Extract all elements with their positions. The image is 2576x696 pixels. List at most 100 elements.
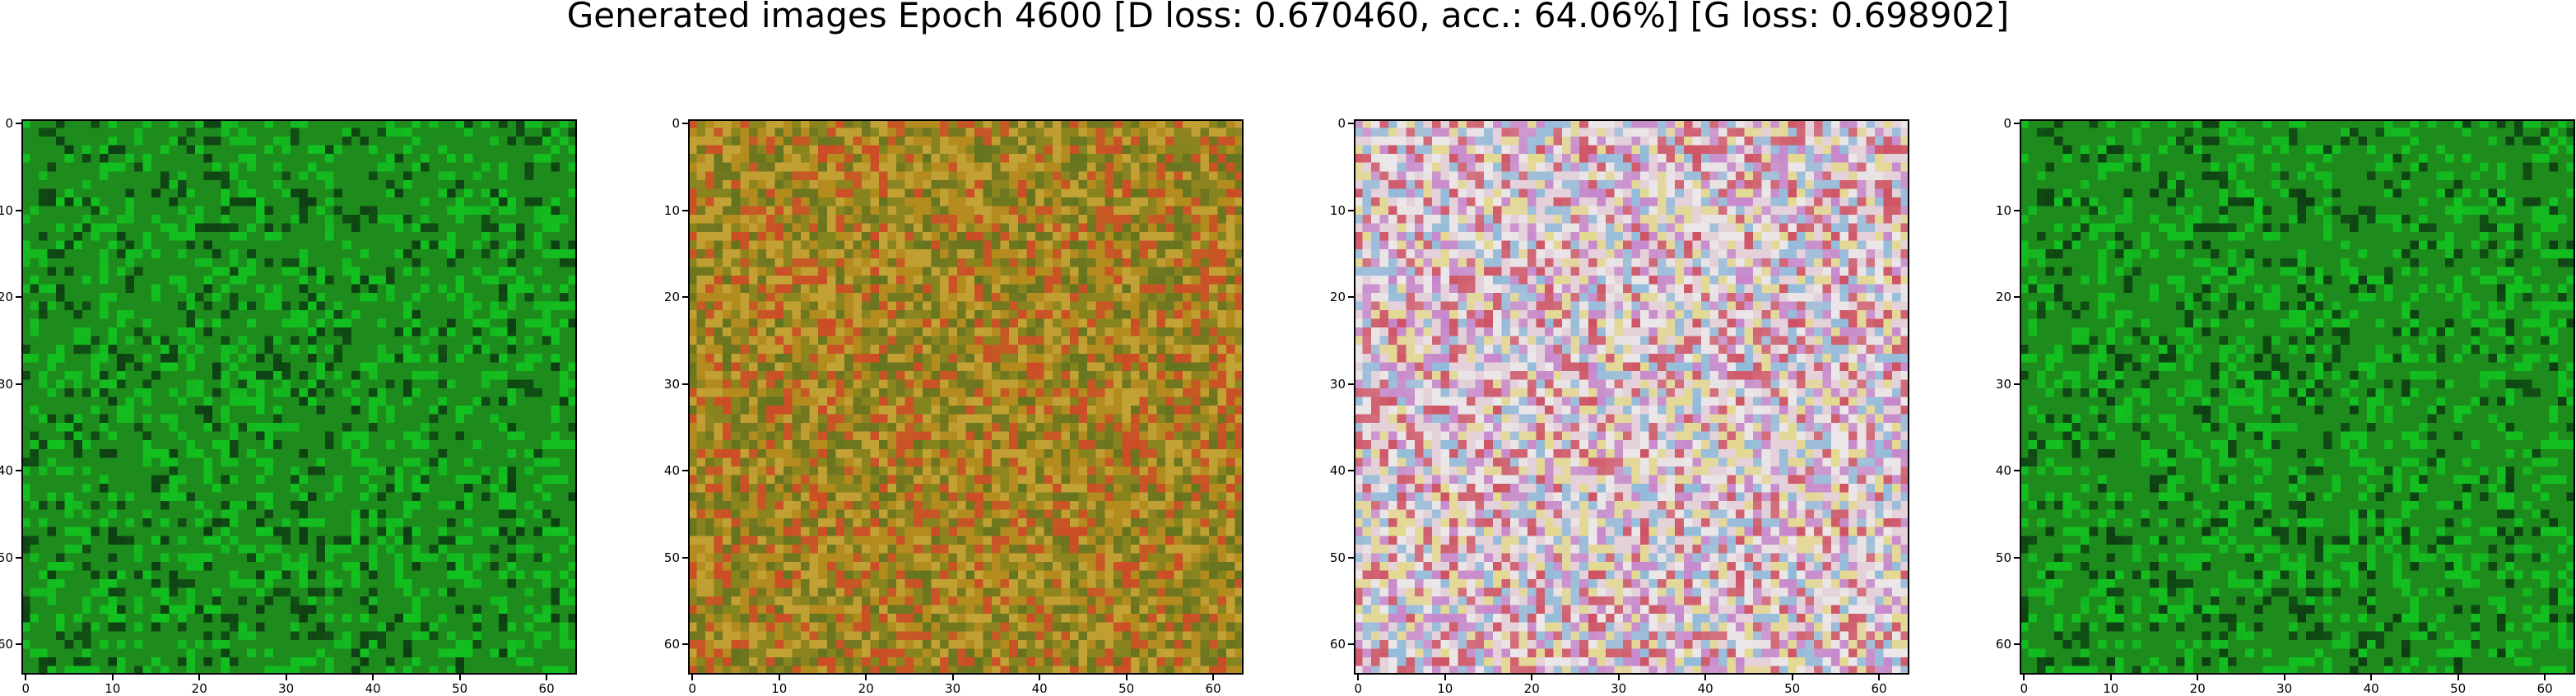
- x-tick: [458, 675, 461, 680]
- y-tick: [16, 470, 21, 472]
- y-tick-label: 60: [663, 637, 680, 652]
- y-tick: [682, 123, 688, 125]
- y-tick: [682, 470, 688, 472]
- y-tick-label: 30: [663, 376, 680, 392]
- y-tick: [16, 209, 21, 211]
- y-tick: [1348, 643, 1354, 646]
- generated-image-4: [2020, 119, 2575, 675]
- x-tick: [951, 675, 954, 680]
- x-tick-label: 20: [191, 681, 207, 696]
- x-tick-label: 10: [2103, 681, 2119, 696]
- x-tick: [778, 675, 780, 680]
- y-tick: [2014, 383, 2020, 385]
- y-tick-label: 60: [1995, 637, 2011, 652]
- x-tick-label: 30: [2276, 681, 2293, 696]
- x-tick: [25, 675, 27, 680]
- x-tick: [1791, 675, 1793, 680]
- y-tick-label: 30: [0, 376, 13, 392]
- x-tick: [2457, 675, 2459, 680]
- x-tick: [1357, 675, 1360, 680]
- x-tick: [865, 675, 867, 680]
- y-tick: [1348, 556, 1354, 559]
- y-tick-label: 60: [0, 637, 13, 652]
- x-tick-label: 0: [21, 681, 30, 696]
- x-tick: [2023, 675, 2025, 680]
- y-tick: [2014, 470, 2020, 472]
- x-tick-label: 20: [1523, 681, 1540, 696]
- y-tick: [682, 209, 688, 211]
- x-tick-label: 0: [1354, 681, 1363, 696]
- x-tick-label: 50: [1784, 681, 1801, 696]
- x-tick: [285, 675, 287, 680]
- y-tick-label: 30: [1329, 376, 1346, 392]
- y-tick: [2014, 209, 2020, 211]
- y-tick-label: 40: [663, 463, 680, 479]
- x-tick-label: 20: [2189, 681, 2206, 696]
- x-tick-label: 40: [1697, 681, 1713, 696]
- x-tick-label: 30: [1611, 681, 1627, 696]
- x-tick: [1039, 675, 1041, 680]
- y-tick-label: 0: [672, 116, 680, 132]
- generated-image-1: [21, 119, 577, 675]
- y-tick-label: 10: [663, 202, 680, 218]
- y-tick: [682, 383, 688, 385]
- x-tick-label: 10: [105, 681, 121, 696]
- x-tick: [2197, 675, 2199, 680]
- y-tick-label: 0: [5, 116, 13, 132]
- y-tick: [2014, 643, 2020, 646]
- x-tick-label: 0: [2020, 681, 2029, 696]
- y-tick: [2014, 556, 2020, 559]
- y-tick: [1348, 383, 1354, 385]
- x-tick: [1704, 675, 1707, 680]
- y-tick: [1348, 123, 1354, 125]
- x-tick-label: 30: [945, 681, 961, 696]
- y-tick: [1348, 296, 1354, 299]
- x-tick: [2544, 675, 2546, 680]
- x-tick-label: 40: [2363, 681, 2379, 696]
- y-tick-label: 20: [0, 290, 13, 305]
- y-tick: [682, 556, 688, 559]
- y-tick: [1348, 470, 1354, 472]
- x-tick: [1617, 675, 1620, 680]
- y-tick-label: 40: [1995, 463, 2011, 479]
- y-tick-label: 10: [1995, 202, 2011, 218]
- y-tick: [2014, 296, 2020, 299]
- y-tick-label: 40: [0, 463, 13, 479]
- y-tick: [682, 643, 688, 646]
- y-tick-label: 50: [0, 550, 13, 565]
- x-tick-label: 60: [1871, 681, 1887, 696]
- y-tick-label: 10: [0, 202, 13, 218]
- x-tick-label: 10: [771, 681, 788, 696]
- y-tick-label: 40: [1329, 463, 1346, 479]
- x-tick-label: 40: [1031, 681, 1048, 696]
- x-tick-label: 20: [858, 681, 874, 696]
- x-tick-label: 40: [365, 681, 381, 696]
- x-tick: [111, 675, 114, 680]
- x-tick: [198, 675, 201, 680]
- x-tick-label: 60: [2536, 681, 2553, 696]
- y-tick-label: 0: [1337, 116, 1346, 132]
- y-tick: [682, 296, 688, 299]
- y-tick-label: 60: [1329, 637, 1346, 652]
- y-tick: [16, 296, 21, 299]
- x-tick: [372, 675, 374, 680]
- x-tick-label: 50: [452, 681, 468, 696]
- y-tick-label: 10: [1329, 202, 1346, 218]
- x-tick-label: 60: [1205, 681, 1221, 696]
- x-tick-label: 10: [1437, 681, 1453, 696]
- x-tick-label: 60: [538, 681, 555, 696]
- y-tick-label: 20: [1329, 290, 1346, 305]
- y-tick-label: 0: [2003, 116, 2011, 132]
- x-tick: [1125, 675, 1128, 680]
- y-tick: [1348, 209, 1354, 211]
- figure-title: Generated images Epoch 4600 [D loss: 0.6…: [566, 0, 2010, 35]
- generated-image-2: [688, 119, 1244, 675]
- y-tick: [16, 643, 21, 646]
- x-tick: [2283, 675, 2285, 680]
- x-tick: [2370, 675, 2373, 680]
- y-tick-label: 30: [1995, 376, 2011, 392]
- x-tick: [1444, 675, 1446, 680]
- y-tick: [16, 123, 21, 125]
- y-tick: [16, 383, 21, 385]
- y-tick-label: 20: [663, 290, 680, 305]
